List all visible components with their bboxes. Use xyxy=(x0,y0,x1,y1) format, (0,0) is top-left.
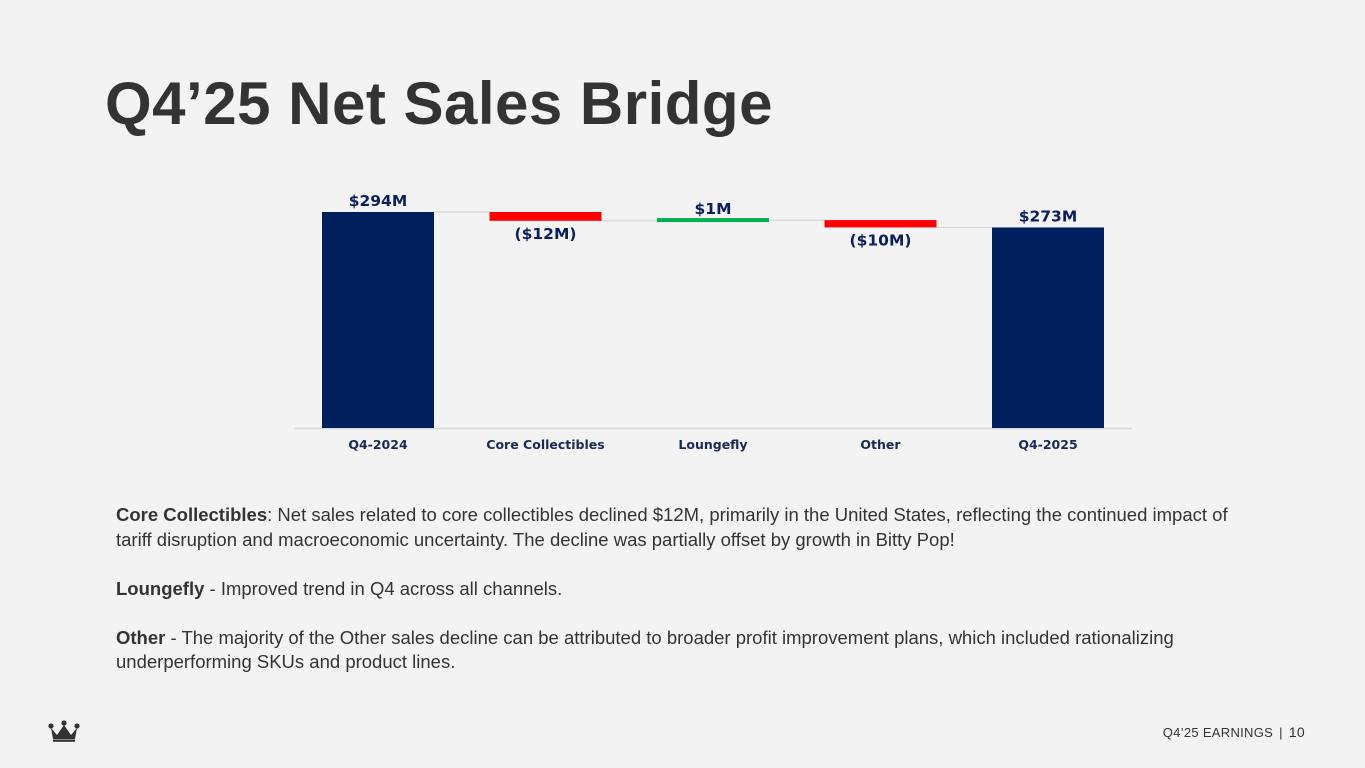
footer: Q4’25 EARNINGS | 10 xyxy=(1163,724,1305,740)
bar-other xyxy=(824,220,937,228)
bar-q4-2025 xyxy=(992,227,1104,428)
crown-icon xyxy=(48,720,80,747)
note-heading: Loungefly xyxy=(116,577,205,599)
note-core-collectibles: Core Collectibles: Net sales related to … xyxy=(116,503,1256,552)
page-title: Q4’25 Net Sales Bridge xyxy=(105,70,773,137)
data-label: ($10M) xyxy=(850,231,912,249)
note-text: Improved trend in Q4 across all channels… xyxy=(220,577,563,599)
page-number: 10 xyxy=(1288,724,1305,740)
category-label: Q4-2024 xyxy=(348,437,408,452)
note-heading: Core Collectibles xyxy=(116,504,268,525)
note-text: The majority of the Other sales decline … xyxy=(116,626,1174,673)
waterfall-chart: $294M Q4-2024 ($12M) Core Collectibles $1M Lo… xyxy=(294,192,1132,452)
category-label: Q4-2025 xyxy=(1018,437,1077,452)
note-heading: Other xyxy=(116,626,166,648)
data-label: ($12M) xyxy=(515,225,577,243)
notes-section: Core Collectibles: Net sales related to … xyxy=(116,503,1256,699)
bar-q4-2024 xyxy=(322,212,434,428)
note-loungefly: Loungefly - Improved trend in Q4 across … xyxy=(116,577,1256,602)
data-label: $294M xyxy=(349,192,408,210)
footer-label: Q4’25 EARNINGS xyxy=(1162,725,1274,740)
bar-core-collectibles xyxy=(489,212,602,221)
note-other: Other - The majority of the Other sales … xyxy=(116,626,1256,675)
category-label: Loungefly xyxy=(678,437,747,452)
note-separator: : xyxy=(267,504,278,525)
footer-separator: | xyxy=(1279,725,1283,740)
note-text: Net sales related to core collectibles d… xyxy=(116,504,1228,550)
data-label: $273M xyxy=(1019,207,1078,225)
data-label: $1M xyxy=(695,200,732,218)
note-separator: - xyxy=(204,577,221,599)
category-label: Core Collectibles xyxy=(486,437,604,452)
bar-loungefly xyxy=(657,218,769,223)
note-separator: - xyxy=(165,626,182,648)
category-label: Other xyxy=(860,437,901,452)
